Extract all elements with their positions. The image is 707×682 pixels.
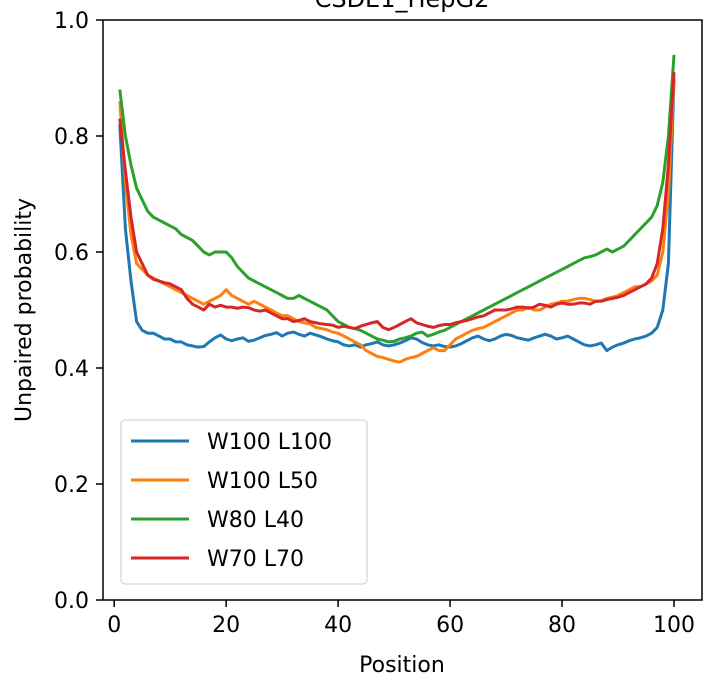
y-tick-label: 0.4 xyxy=(54,357,89,382)
y-tick-label: 1.0 xyxy=(54,9,89,34)
y-tick-label: 0.6 xyxy=(54,241,89,266)
y-tick-label: 0.2 xyxy=(54,473,89,498)
x-axis-label: Position xyxy=(359,653,445,678)
y-tick-label: 0.0 xyxy=(54,589,89,614)
x-tick-label: 60 xyxy=(436,613,464,638)
x-tick-label: 80 xyxy=(548,613,576,638)
legend: W100 L100 W100 L50 W80 L40 W70 L70 xyxy=(120,419,368,585)
series-line-2 xyxy=(118,77,676,364)
series-lines xyxy=(118,54,676,364)
series-line-4 xyxy=(118,72,676,332)
legend-label: W100 L100 xyxy=(207,430,332,455)
plot-frame xyxy=(102,19,703,601)
y-axis-label: Unpaired probability xyxy=(12,198,37,422)
x-tick-label: 20 xyxy=(212,613,240,638)
y-axis-ticks: 0.0 0.2 0.4 0.6 0.8 1.0 xyxy=(54,9,103,614)
legend-label: W70 L70 xyxy=(207,547,304,572)
x-tick-label: 0 xyxy=(107,613,121,638)
x-axis-ticks: 0 20 40 60 80 100 xyxy=(107,600,695,638)
x-tick-label: 100 xyxy=(653,613,695,638)
series-line-1 xyxy=(118,77,676,353)
y-tick-label: 0.8 xyxy=(54,125,89,150)
legend-box xyxy=(120,419,368,585)
legend-label: W80 L40 xyxy=(207,508,304,533)
series-line-3 xyxy=(118,54,676,344)
legend-label: W100 L50 xyxy=(207,469,318,494)
x-tick-label: 40 xyxy=(324,613,352,638)
chart-title: CSDE1_HepG2 xyxy=(315,0,490,13)
